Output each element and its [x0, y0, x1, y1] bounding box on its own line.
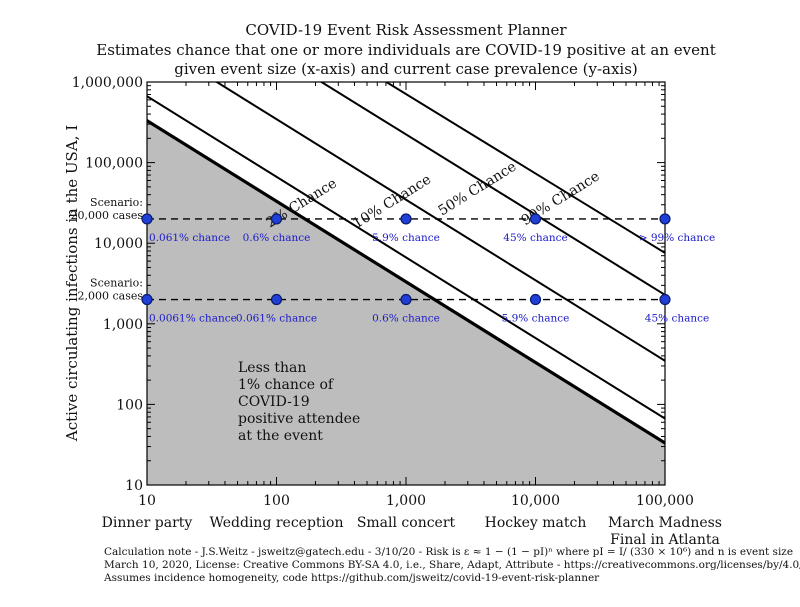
point-label-2000-n10000: 5.9% chance — [502, 313, 570, 325]
scenario-point-20000-n100000 — [659, 213, 671, 225]
risk-line-1-percent — [147, 118, 665, 445]
title-line-3: given event size (x-axis) and current ca… — [174, 60, 638, 78]
y-tick-label-100000: 100,000 — [85, 156, 143, 172]
point-label-2000-n100: 0.061% chance — [236, 313, 317, 325]
scenario-point-2000-n100 — [270, 293, 283, 306]
point-label-20000-n1000: 5.9% chance — [372, 232, 440, 244]
point-label-20000-n100: 0.6% chance — [243, 232, 311, 244]
y-tick-label-100: 100 — [116, 397, 143, 413]
shaded-region-label-line-5: at the event — [238, 428, 323, 444]
event-category-label-100000: March Madness Final in Atlanta — [608, 515, 722, 545]
point-label-2000-n10: 0.0061% chance — [149, 313, 237, 325]
x-tick-label-10000: 10,000 — [511, 493, 560, 509]
point-label-20000-n100000: > 99% chance — [639, 232, 716, 244]
risk-line-2-percent — [147, 95, 665, 420]
shaded-region-label-line-3: COVID-19 — [238, 394, 310, 410]
scenario-point-2000-n1000 — [400, 293, 412, 306]
y-tick-label-1000: 1,000 — [103, 317, 143, 333]
calculation-footnote: Calculation note - J.S.Weitz - jsweitz@g… — [104, 546, 800, 585]
risk-line-90-percent — [384, 82, 665, 255]
x-tick-label-100: 100 — [263, 493, 290, 509]
scenario-point-2000-n10 — [141, 293, 153, 306]
footnote-line-2: March 10, 2020, License: Creative Common… — [104, 559, 800, 571]
scenario-point-20000-n100 — [270, 213, 283, 225]
risk-chart: COVID-19 Event Risk Assessment Planner E… — [63, 21, 722, 545]
scenario-point-20000-n10000 — [529, 213, 542, 225]
chart-title: COVID-19 Event Risk Assessment Planner E… — [96, 21, 715, 78]
x-tick-label-1000: 1,000 — [386, 493, 426, 509]
scenario-point-2000-n10000 — [529, 293, 542, 306]
scenario-label-20000-line1: Scenario: — [90, 196, 143, 209]
title-line-2: Estimates chance that one or more indivi… — [96, 41, 715, 59]
risk-line-label-50: 50% Chance — [436, 159, 520, 220]
y-tick-label-10000: 10,000 — [94, 236, 143, 252]
event-category-label-1000: Small concert — [357, 515, 456, 531]
risk-line-10-percent — [214, 82, 665, 362]
title-line-1: COVID-19 Event Risk Assessment Planner — [245, 21, 567, 39]
scenario-label-2000-line1: Scenario: — [90, 277, 143, 290]
point-label-20000-n10000: 45% chance — [503, 232, 567, 244]
scenario-point-2000-n100000 — [659, 293, 671, 306]
event-category-label-10: Dinner party — [102, 515, 193, 531]
point-label-20000-n10: 0.061% chance — [149, 232, 230, 244]
footnote-line-1: Calculation note - J.S.Weitz - jsweitz@g… — [104, 546, 794, 558]
shaded-region-label-line-1: Less than — [238, 360, 306, 376]
shaded-region-label-line-4: positive attendee — [238, 411, 360, 427]
y-tick-label-10: 10 — [125, 478, 143, 494]
event-category-label-100: Wedding reception — [210, 515, 344, 531]
scenario-label-20000-line2: 20,000 cases — [70, 209, 143, 222]
y-axis-label: Active circulating infections in the USA… — [63, 125, 81, 442]
risk-line-50-percent — [319, 82, 665, 297]
scenario-point-20000-n10 — [141, 213, 153, 225]
y-tick-label-1000000: 1,000,000 — [72, 75, 143, 91]
footnote-line-3: Assumes incidence homogeneity, code http… — [104, 572, 600, 584]
shaded-region-label-line-2: 1% chance of — [238, 377, 335, 393]
event-category-label-10000: Hockey match — [485, 515, 587, 531]
point-label-2000-n100000: 45% chance — [645, 313, 709, 325]
point-label-2000-n1000: 0.6% chance — [372, 313, 440, 325]
risk-line-label-10: 10% Chance — [350, 172, 434, 233]
scenario-label-2000-line2: 2,000 cases — [77, 290, 143, 303]
x-tick-label-100000: 100,000 — [636, 493, 694, 509]
x-tick-label-10: 10 — [138, 493, 156, 509]
scenario-point-20000-n1000 — [400, 213, 412, 225]
